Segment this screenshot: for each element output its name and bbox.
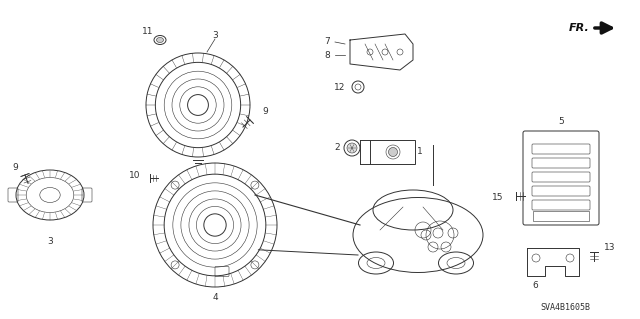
Text: 6: 6 — [532, 281, 538, 291]
Text: 2: 2 — [334, 144, 340, 152]
Circle shape — [251, 181, 259, 189]
Text: 3: 3 — [212, 31, 218, 40]
Text: 15: 15 — [492, 192, 504, 202]
Text: 8: 8 — [324, 50, 330, 60]
Circle shape — [171, 261, 179, 269]
Ellipse shape — [347, 143, 357, 153]
Circle shape — [251, 261, 259, 269]
Text: 7: 7 — [324, 38, 330, 47]
Text: 12: 12 — [334, 84, 346, 93]
Text: 1: 1 — [417, 147, 423, 157]
Text: 9: 9 — [262, 108, 268, 116]
Circle shape — [171, 181, 179, 189]
Text: 4: 4 — [212, 293, 218, 301]
Text: 9: 9 — [12, 162, 18, 172]
Text: 3: 3 — [47, 238, 53, 247]
Ellipse shape — [157, 38, 163, 42]
Text: SVA4B1605B: SVA4B1605B — [540, 303, 590, 313]
Text: 10: 10 — [129, 170, 141, 180]
Text: 5: 5 — [558, 116, 564, 125]
Text: 13: 13 — [604, 243, 616, 253]
Text: 11: 11 — [142, 27, 154, 36]
Text: FR.: FR. — [569, 23, 590, 33]
Ellipse shape — [388, 147, 397, 157]
